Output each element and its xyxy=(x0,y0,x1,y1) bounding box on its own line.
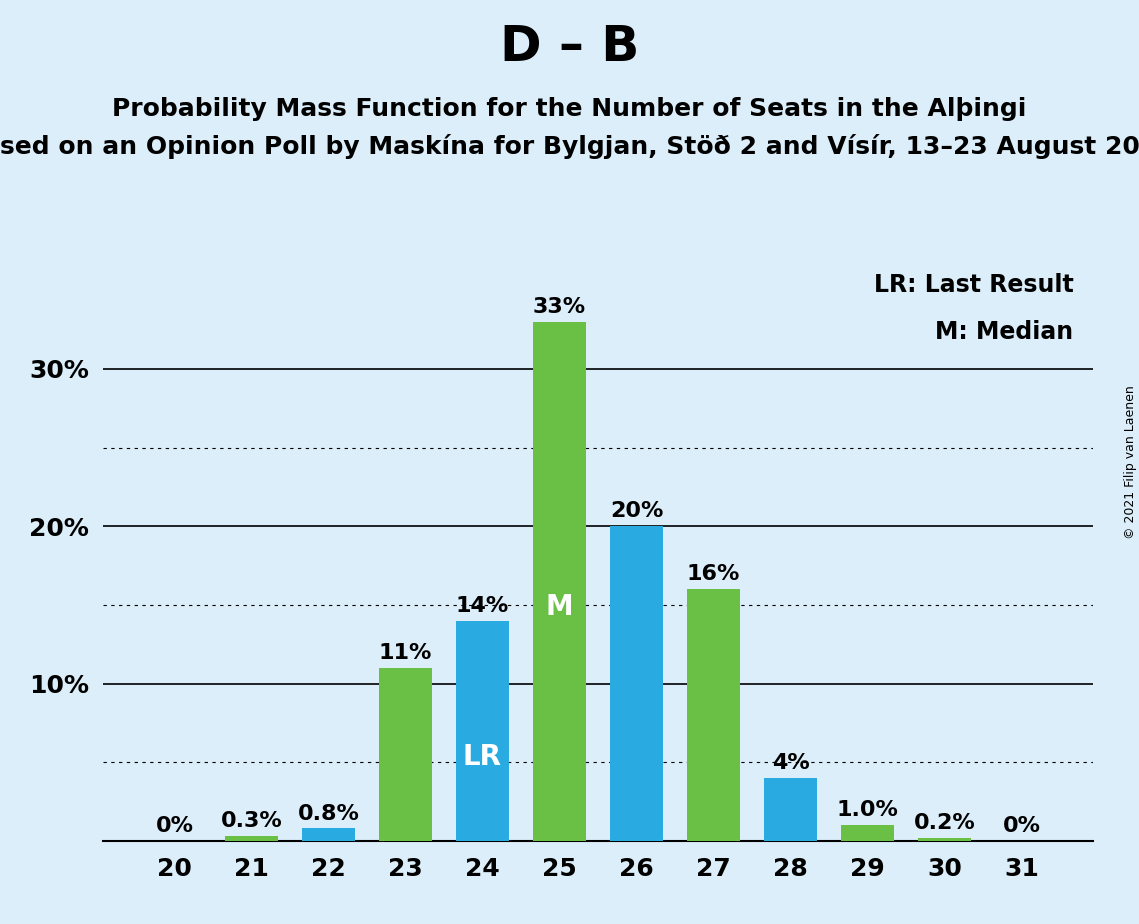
Bar xyxy=(224,836,278,841)
Text: 16%: 16% xyxy=(687,565,740,584)
Bar xyxy=(302,828,355,841)
Text: 14%: 14% xyxy=(456,596,509,616)
Text: M: M xyxy=(546,593,573,621)
Bar xyxy=(609,526,663,841)
Text: 11%: 11% xyxy=(379,643,432,663)
Text: Probability Mass Function for the Number of Seats in the Alþingi: Probability Mass Function for the Number… xyxy=(113,97,1026,121)
Text: D – B: D – B xyxy=(500,23,639,71)
Text: LR: Last Result: LR: Last Result xyxy=(874,274,1074,298)
Text: LR: LR xyxy=(462,743,502,772)
Bar xyxy=(533,322,587,841)
Text: 1.0%: 1.0% xyxy=(836,800,899,821)
Text: 20%: 20% xyxy=(609,502,663,521)
Bar xyxy=(456,621,509,841)
Bar xyxy=(841,825,894,841)
Text: 4%: 4% xyxy=(771,753,810,773)
Text: 0%: 0% xyxy=(1002,816,1040,836)
Text: 0.8%: 0.8% xyxy=(297,804,360,823)
Bar xyxy=(687,590,740,841)
Text: Based on an Opinion Poll by Maskína for Bylgjan, Stöð 2 and Vísír, 13–23 August : Based on an Opinion Poll by Maskína for … xyxy=(0,134,1139,159)
Bar xyxy=(918,838,972,841)
Bar xyxy=(378,668,433,841)
Text: 0%: 0% xyxy=(156,816,194,836)
Text: 33%: 33% xyxy=(533,297,587,317)
Text: © 2021 Filip van Laenen: © 2021 Filip van Laenen xyxy=(1124,385,1137,539)
Bar xyxy=(763,778,818,841)
Text: 0.3%: 0.3% xyxy=(221,811,282,832)
Text: M: Median: M: Median xyxy=(935,320,1074,344)
Text: 0.2%: 0.2% xyxy=(913,813,975,833)
